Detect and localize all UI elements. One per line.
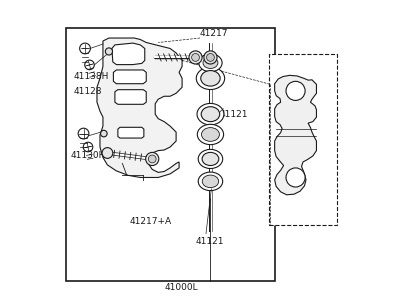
Circle shape xyxy=(192,53,200,61)
Polygon shape xyxy=(112,43,145,64)
Ellipse shape xyxy=(202,128,220,141)
Circle shape xyxy=(105,48,112,55)
Text: 41121: 41121 xyxy=(196,237,224,246)
Ellipse shape xyxy=(203,57,218,68)
Ellipse shape xyxy=(201,70,220,86)
Circle shape xyxy=(206,53,214,61)
Text: 41130H: 41130H xyxy=(70,152,106,160)
Ellipse shape xyxy=(202,152,219,166)
Text: 41128: 41128 xyxy=(73,87,102,96)
Polygon shape xyxy=(275,75,316,195)
Text: 41138H: 41138H xyxy=(73,72,108,81)
Polygon shape xyxy=(115,90,146,104)
Bar xyxy=(269,54,337,225)
Circle shape xyxy=(148,155,156,163)
Circle shape xyxy=(204,51,217,64)
Circle shape xyxy=(78,128,89,139)
Circle shape xyxy=(80,43,90,54)
Polygon shape xyxy=(97,38,182,178)
Circle shape xyxy=(189,51,202,64)
Circle shape xyxy=(286,168,305,187)
Circle shape xyxy=(85,60,94,70)
Bar xyxy=(66,28,275,281)
Ellipse shape xyxy=(199,54,222,72)
Polygon shape xyxy=(114,70,146,84)
Ellipse shape xyxy=(202,175,219,188)
Circle shape xyxy=(146,152,159,166)
Text: 41217: 41217 xyxy=(200,29,228,38)
Text: 41121: 41121 xyxy=(220,110,248,119)
Polygon shape xyxy=(118,127,144,138)
Ellipse shape xyxy=(201,107,220,122)
Text: 41000L: 41000L xyxy=(164,283,198,292)
Circle shape xyxy=(100,130,107,137)
Text: 41217+A: 41217+A xyxy=(130,217,172,226)
Ellipse shape xyxy=(198,172,223,190)
Ellipse shape xyxy=(197,103,224,125)
Circle shape xyxy=(286,81,305,101)
Ellipse shape xyxy=(197,124,224,145)
Circle shape xyxy=(83,142,93,152)
Ellipse shape xyxy=(198,149,223,169)
Circle shape xyxy=(102,148,113,158)
Ellipse shape xyxy=(196,67,225,89)
